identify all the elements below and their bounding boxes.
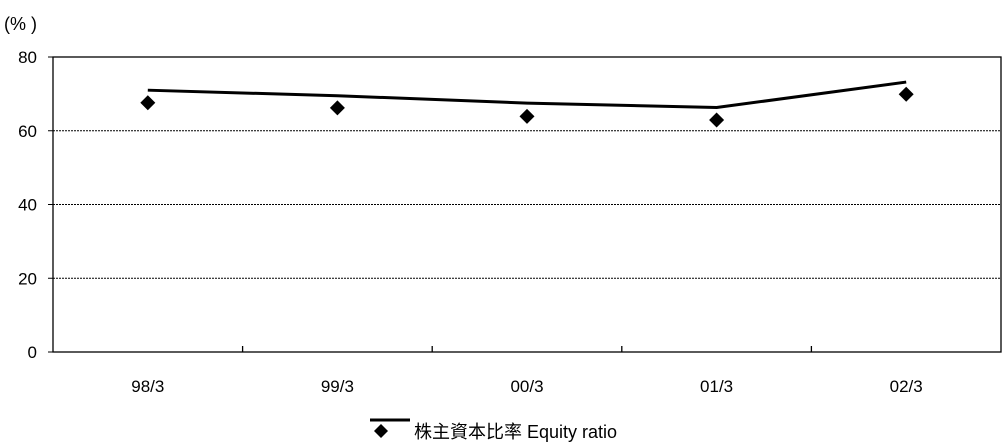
y-tick-label: 60 xyxy=(18,122,37,141)
diamond-point xyxy=(898,86,914,102)
x-tick-label: 00/3 xyxy=(510,377,543,396)
x-tick-label: 99/3 xyxy=(321,377,354,396)
gridlines xyxy=(53,130,1001,279)
x-tick-label: 01/3 xyxy=(700,377,733,396)
x-tick-label: 98/3 xyxy=(131,377,164,396)
y-tick-label: 20 xyxy=(18,269,37,288)
x-tick-label: 02/3 xyxy=(890,377,923,396)
legend-diamond-swatch xyxy=(374,424,388,438)
y-tick-label: 80 xyxy=(18,48,37,67)
diamond-point xyxy=(519,108,535,124)
y-tick-label: 0 xyxy=(28,343,37,362)
x-axis: 98/3 99/3 00/3 01/3 02/3 xyxy=(131,346,923,396)
series-layer xyxy=(140,80,914,128)
y-unit-label: (% ) xyxy=(4,14,37,34)
diamond-point xyxy=(140,95,156,111)
series-line-equity-ratio xyxy=(147,80,907,110)
legend-label: 株主資本比率 Equity ratio xyxy=(414,422,617,442)
diamond-point xyxy=(709,112,725,128)
diamond-point xyxy=(329,100,345,116)
y-axis: 0 20 40 60 80 xyxy=(18,48,53,362)
legend: 株主資本比率 Equity ratio xyxy=(370,418,617,442)
y-tick-label: 40 xyxy=(18,196,37,215)
